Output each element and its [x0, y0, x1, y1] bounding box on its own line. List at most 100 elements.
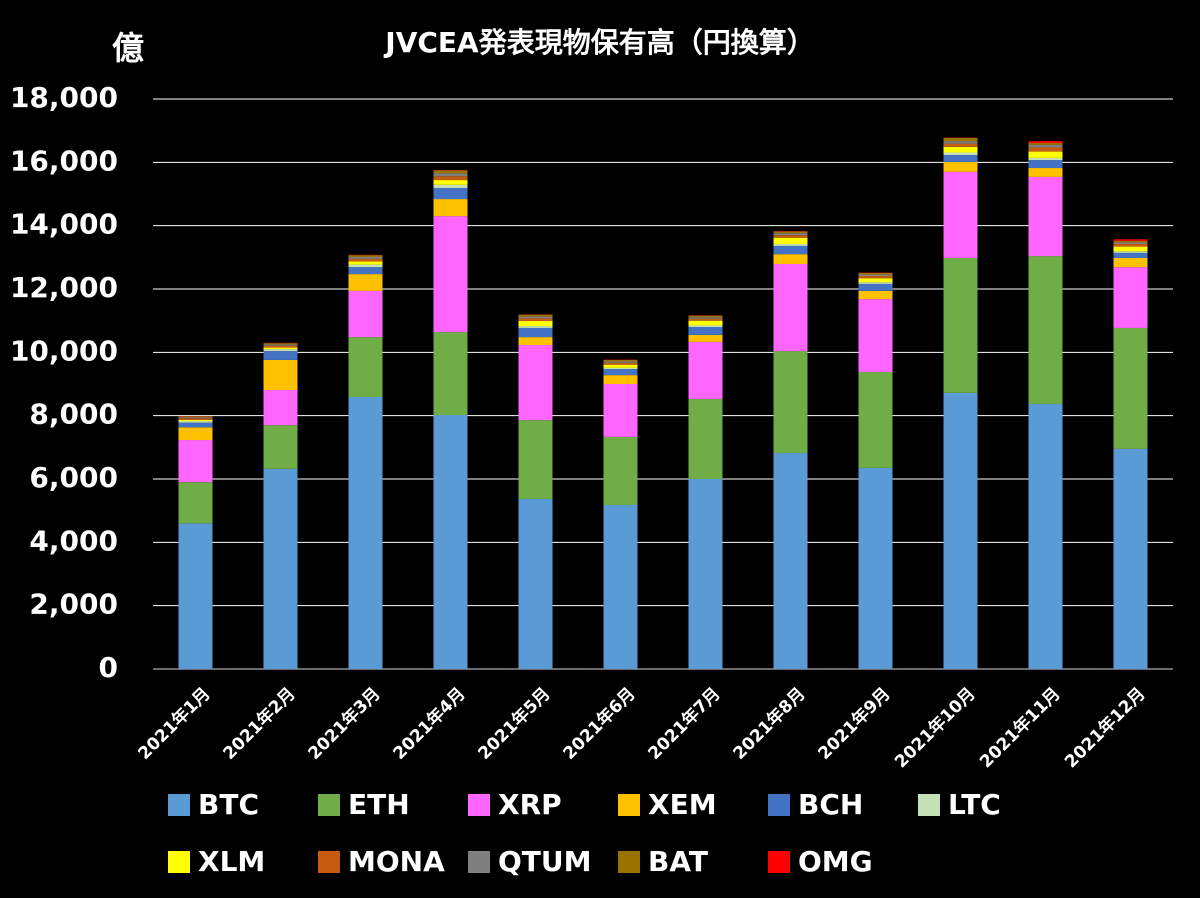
x-tick-label: 2021年9月: [814, 683, 895, 764]
bar-segment: [263, 468, 298, 669]
bar-segment: [178, 427, 213, 441]
bar-segment: [688, 327, 723, 335]
bar-segment: [603, 504, 638, 669]
bar-segment: [433, 187, 468, 200]
bar-segment: [263, 349, 298, 352]
bar-segment: [178, 482, 213, 524]
bar-segment: [518, 420, 553, 499]
y-tick-label: 14,000: [10, 208, 118, 241]
bar-segment: [348, 290, 383, 338]
legend-swatch: [168, 851, 190, 873]
x-tick-label: 2021年3月: [304, 683, 385, 764]
legend-label: BTC: [198, 788, 259, 821]
legend-swatch: [468, 794, 490, 816]
bar-segment: [518, 316, 553, 319]
bar-segment: [688, 317, 723, 319]
bar-segment: [688, 318, 723, 321]
y-tick-label: 18,000: [10, 81, 118, 114]
y-tick-label: 16,000: [10, 144, 118, 177]
y-tick-label: 12,000: [10, 271, 118, 304]
bar-segment: [943, 392, 978, 669]
bar-segment: [178, 421, 213, 423]
bar-segment: [348, 255, 383, 258]
bar-segment: [433, 216, 468, 333]
bar-segment: [518, 314, 553, 317]
bar-segment: [603, 361, 638, 363]
legend-swatch: [768, 794, 790, 816]
bar-segment: [1028, 141, 1063, 144]
bar-segment: [858, 276, 893, 279]
legend-label: BCH: [798, 788, 863, 821]
bar-segment: [773, 351, 808, 454]
bar-segment: [1113, 251, 1148, 253]
bar-segment: [1028, 157, 1063, 161]
bar-segment: [348, 337, 383, 397]
bar-segment: [518, 326, 553, 328]
bar-segment: [688, 341, 723, 399]
x-tick-label: 2021年1月: [134, 683, 215, 764]
bar-segment: [603, 384, 638, 437]
legend-swatch: [918, 794, 940, 816]
bar-segment: [263, 351, 298, 360]
bar-segment: [263, 425, 298, 469]
x-tick-label: 2021年8月: [729, 683, 810, 764]
bar-segment: [943, 162, 978, 172]
bar-segment: [263, 347, 298, 350]
bar-segment: [348, 258, 383, 262]
bar-segment: [433, 180, 468, 185]
bar-segment: [773, 244, 808, 246]
bar-segment: [943, 141, 978, 144]
bar-segment: [178, 417, 213, 419]
y-tick-label: 4,000: [29, 524, 118, 557]
bar-segment: [1113, 252, 1148, 258]
legend-swatch: [618, 794, 640, 816]
bar-segment: [1028, 143, 1063, 145]
bar-segment: [858, 278, 893, 283]
bar-segment: [1028, 176, 1063, 257]
bar-segment: [603, 362, 638, 365]
x-tick-label: 2021年5月: [474, 683, 555, 764]
bar-segment: [773, 245, 808, 255]
legend-label: MONA: [348, 845, 445, 878]
bar-segment: [773, 237, 808, 245]
bar-segment: [1028, 168, 1063, 177]
bar-segment: [858, 274, 893, 277]
bar-segment: [1113, 257, 1148, 268]
bar-segment: [1028, 403, 1063, 669]
bar-segment: [263, 343, 298, 345]
bar-segment: [773, 235, 808, 238]
bar-segment: [773, 263, 808, 352]
bar-segment: [518, 327, 553, 338]
legend-label: ETH: [348, 788, 410, 821]
bar-segment: [943, 143, 978, 147]
bar-segment: [1113, 244, 1148, 247]
bar-segment: [178, 523, 213, 669]
bar-segment: [1113, 246, 1148, 252]
y-tick-label: 0: [99, 651, 118, 684]
bar-segment: [1028, 144, 1063, 148]
bar-segment: [858, 299, 893, 372]
bar-segment: [433, 199, 468, 217]
bar-segment: [1113, 448, 1148, 669]
bar-segment: [943, 146, 978, 153]
x-tick-label: 2021年6月: [559, 683, 640, 764]
bar-segment: [773, 453, 808, 669]
bar-segment: [603, 364, 638, 368]
bar-segment: [1028, 151, 1063, 158]
bar-segment: [1113, 267, 1148, 328]
bar-segment: [263, 390, 298, 426]
x-tick-label: 2021年12月: [1060, 683, 1149, 772]
bar-segment: [858, 272, 893, 275]
bar-segment: [603, 369, 638, 376]
x-tick-label: 2021年11月: [975, 683, 1064, 772]
bar-segment: [943, 171, 978, 258]
bar-segment: [943, 257, 978, 393]
bar-segment: [348, 257, 383, 259]
bar-segment: [1028, 147, 1063, 152]
legend-label: BAT: [648, 845, 708, 878]
legend-swatch: [318, 851, 340, 873]
bar-segment: [518, 498, 553, 669]
legend-label: XEM: [648, 788, 717, 821]
bar-segment: [348, 261, 383, 265]
